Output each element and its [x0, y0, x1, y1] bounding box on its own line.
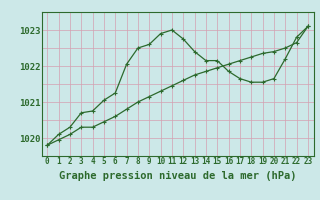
X-axis label: Graphe pression niveau de la mer (hPa): Graphe pression niveau de la mer (hPa)	[59, 171, 296, 181]
